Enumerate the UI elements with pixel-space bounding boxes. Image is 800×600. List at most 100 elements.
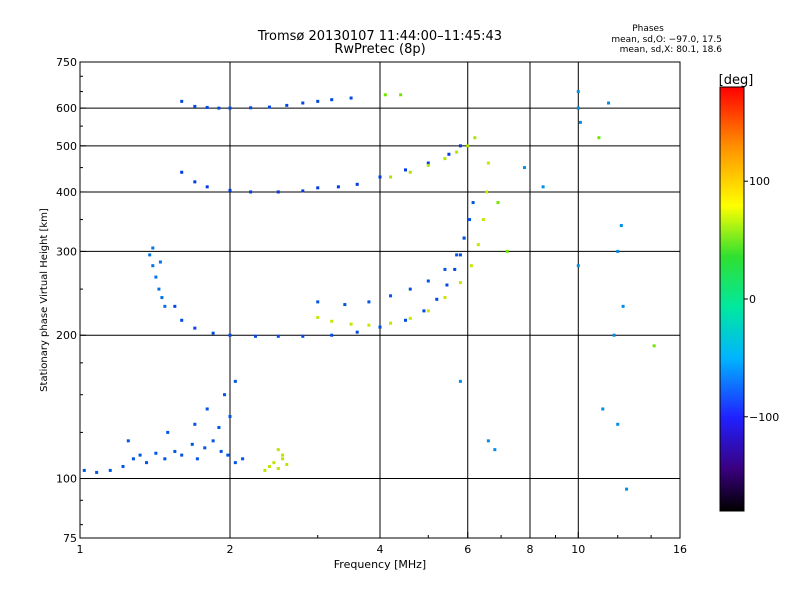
data-point	[486, 439, 490, 443]
data-point	[426, 161, 430, 165]
y-tick-label: 200	[56, 329, 77, 342]
x-tick-label: 6	[464, 543, 471, 556]
data-point	[228, 188, 232, 192]
data-point	[205, 105, 209, 109]
data-point	[316, 99, 320, 103]
data-point	[193, 180, 197, 184]
data-point	[217, 426, 221, 429]
data-point	[481, 218, 485, 222]
data-point	[180, 453, 184, 457]
data-point	[576, 106, 580, 110]
data-point	[121, 464, 125, 468]
data-point	[336, 185, 340, 189]
data-point	[95, 470, 99, 474]
data-point	[281, 453, 285, 457]
data-point	[408, 170, 412, 174]
series-f-layer-o-mode-trace	[173, 236, 466, 338]
data-point	[276, 466, 280, 470]
data-point	[276, 448, 280, 452]
y-tick-label: 750	[56, 56, 77, 69]
phase-info-x: mean, sd,X: 80.1, 18.6	[620, 45, 723, 55]
data-point	[426, 163, 430, 167]
colorbar-label: [deg]	[719, 73, 754, 88]
data-point	[138, 453, 142, 457]
series-2f-multihop-x-mode	[389, 136, 477, 179]
data-point	[355, 182, 359, 186]
data-point	[276, 190, 280, 194]
data-point	[619, 224, 623, 228]
y-tick-label: 500	[56, 140, 77, 153]
data-point	[458, 379, 462, 383]
data-point	[458, 281, 462, 285]
data-point	[378, 175, 382, 179]
data-point	[126, 439, 130, 443]
data-point	[193, 422, 197, 426]
data-point	[195, 457, 199, 461]
data-point	[367, 323, 371, 327]
data-point	[468, 218, 472, 222]
data-point	[163, 457, 167, 461]
data-point	[233, 461, 237, 465]
data-point	[151, 264, 155, 268]
x-tick-label: 4	[377, 543, 384, 556]
data-point	[173, 449, 177, 453]
data-point	[193, 326, 197, 330]
y-axis-label: Stationary phase Virtual Height [km]	[39, 208, 50, 392]
colorbar-ticks: 100 0 −100	[744, 175, 779, 424]
x-tick-label: 2	[227, 543, 234, 556]
data-point	[82, 468, 86, 472]
data-point	[486, 161, 490, 165]
data-point	[276, 334, 280, 338]
data-point	[523, 166, 527, 170]
data-point	[151, 246, 155, 250]
data-point	[383, 93, 387, 97]
data-point	[343, 303, 347, 307]
data-point	[367, 300, 371, 304]
data-point	[443, 267, 447, 271]
chart-title-block: Tromsø 20130107 11:44:00–11:45:43 RwPret…	[257, 29, 502, 57]
data-point	[108, 468, 112, 472]
colorbar-tick-label: −100	[749, 411, 779, 424]
x-tick-label: 1	[77, 543, 84, 556]
data-point	[473, 136, 477, 140]
data-point	[217, 106, 221, 110]
data-point	[219, 449, 223, 453]
data-point	[458, 144, 462, 148]
data-point	[443, 296, 447, 300]
data-point	[180, 99, 184, 103]
colorbar-tick-label: 100	[749, 175, 770, 188]
data-point	[458, 253, 462, 257]
chart-title: Tromsø 20130107 11:44:00–11:45:43	[257, 29, 502, 44]
data-point	[166, 430, 170, 434]
phase-info-o: mean, sd,O: −97.0, 17.5	[611, 35, 722, 45]
data-point	[493, 448, 497, 452]
data-point	[496, 201, 500, 205]
data-point	[612, 333, 616, 337]
series-e-layer-echoes	[82, 379, 245, 474]
data-point	[435, 297, 439, 301]
series-f-layer-x-mode-trace	[316, 161, 490, 327]
series-scattered-echoes	[458, 90, 629, 491]
data-point	[652, 344, 656, 348]
data-point	[263, 468, 267, 472]
data-point	[403, 318, 407, 322]
x-axis-ticks: 1 2 4 6 8 10 16	[77, 532, 687, 556]
series-3f-multihop	[180, 96, 353, 110]
data-point	[330, 98, 334, 102]
data-point	[228, 414, 232, 418]
data-point	[330, 333, 334, 337]
data-point	[316, 300, 320, 304]
data-point	[389, 294, 393, 298]
data-point	[616, 422, 620, 426]
data-point	[173, 304, 177, 308]
data-point	[578, 120, 582, 124]
data-point	[211, 439, 215, 443]
y-tick-label: 75	[63, 532, 77, 545]
grid-lines	[80, 62, 680, 538]
data-point	[145, 461, 149, 465]
data-point	[453, 267, 457, 271]
series-2f-multihop-o-mode	[180, 144, 462, 194]
data-point	[241, 457, 245, 461]
data-point	[330, 319, 334, 323]
phase-info-title: Phases	[632, 24, 664, 34]
